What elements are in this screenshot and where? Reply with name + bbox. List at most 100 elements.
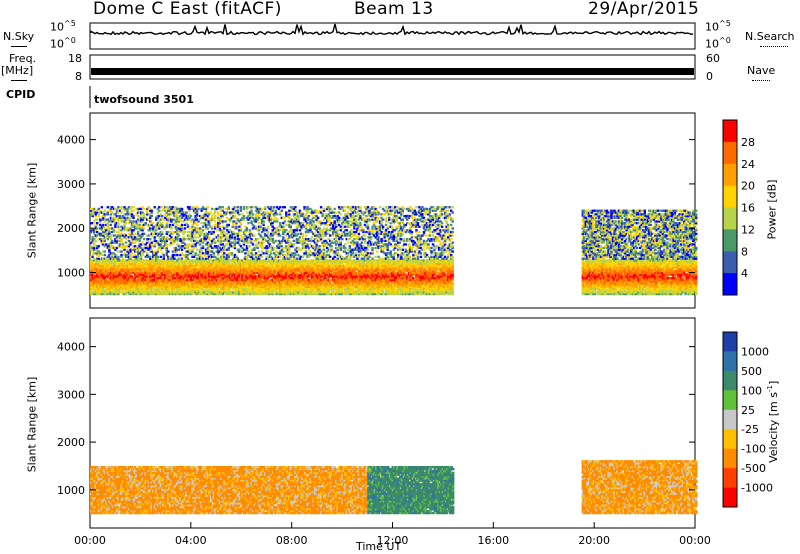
power-cell [377,282,380,285]
power-cell [230,282,234,285]
power-cell [422,264,426,267]
power-cell [112,273,116,276]
power-cell [431,273,435,276]
power-cell [357,262,361,266]
power-cell [100,280,103,283]
power-cell [321,271,324,274]
power-cell [260,284,264,287]
power-cell [445,291,448,294]
power-cell [277,268,280,271]
power-cell [247,285,250,289]
power-cell [380,287,383,290]
power-cell [425,285,429,289]
power-cell [245,284,249,287]
power-cell [214,271,217,274]
power-cell [433,282,436,285]
power-cell [319,280,323,283]
power-cell [265,271,268,274]
power-cell [291,259,294,262]
power-cell [443,280,447,283]
power-cell [312,275,315,278]
power-cell [286,264,289,267]
power-cell [208,278,211,282]
power-cell [174,264,178,267]
power-cell [445,280,448,283]
power-cell [384,277,388,280]
power-cell [248,287,252,290]
power-cell [218,278,221,282]
power-cell [164,284,167,287]
power-cell [295,261,299,264]
power-cell [288,269,291,273]
power-cell [156,268,159,271]
power-cell [282,275,285,278]
power-cell [313,273,317,276]
power-cell [350,287,353,290]
power-cell [260,287,264,290]
power-cell [274,266,277,269]
power-cell [322,287,326,290]
power-cell [200,284,203,287]
power-cell [416,269,420,273]
power-cell [418,259,421,262]
power-cell [277,289,280,292]
power-cell [221,271,224,274]
power-cell [342,259,345,262]
power-cell [242,291,246,294]
power-cell [288,282,291,285]
power-cell [270,289,273,292]
power-cell [428,266,432,269]
power-cell [201,259,205,262]
power-cell [342,291,345,294]
power-cell [168,292,172,296]
power-cell [241,291,244,294]
power-cell [186,291,190,294]
power-cell [369,264,373,267]
power-cell [292,289,296,292]
power-cell [350,289,353,292]
power-cell [253,273,256,276]
power-cell [208,284,211,287]
power-cell [306,284,309,287]
power-cell [436,291,439,294]
power-cell [440,259,444,262]
power-cell [265,285,268,289]
power-cell [273,271,276,274]
power-cell [123,269,126,273]
power-cell [256,291,259,294]
power-cell [295,277,299,280]
power-cell [300,266,303,269]
power-cell [443,287,447,290]
power-cell [336,264,339,267]
power-cell [333,261,336,264]
power-cell [244,280,247,283]
power-cell [99,262,102,266]
power-cell [183,262,187,266]
power-cell [194,292,197,296]
power-cell [102,282,105,285]
power-cell [424,268,427,271]
power-cell [388,266,391,269]
power-cell [221,269,224,273]
power-cell [139,282,143,285]
power-cell [144,275,147,278]
power-cell [221,289,224,292]
power-cell [372,280,376,283]
power-cell [288,271,291,274]
power-cell [100,264,103,267]
power-cell [310,289,314,292]
power-cell [395,271,398,274]
power-cell [279,289,282,292]
power-cell [135,287,138,290]
power-cell [413,282,417,285]
power-cell [315,285,318,289]
power-cell [332,278,335,282]
power-cell [409,284,412,287]
power-cell [297,275,300,278]
power-cell [267,291,270,294]
power-cell [285,282,288,285]
power-cell [389,284,392,287]
power-cell [186,269,190,273]
power-cell [245,289,249,292]
power-cell [400,275,403,278]
